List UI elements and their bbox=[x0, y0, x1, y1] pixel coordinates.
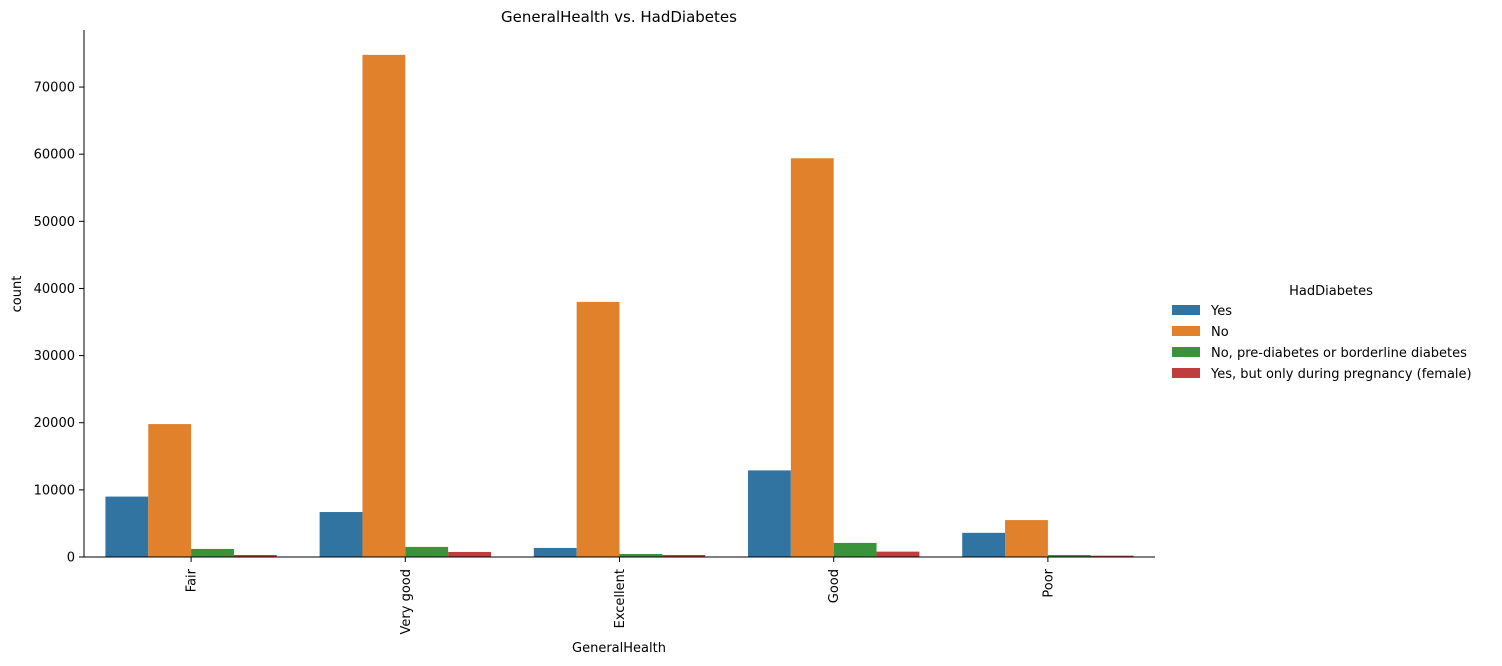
bars-layer bbox=[105, 54, 1134, 558]
bar-good-series-1 bbox=[790, 158, 834, 558]
bar-very-good-series-0 bbox=[319, 512, 363, 557]
bar-fair-series-0 bbox=[105, 496, 149, 557]
legend-swatch bbox=[1172, 305, 1200, 315]
y-tick-label: 10000 bbox=[34, 483, 75, 498]
bar-poor-series-0 bbox=[962, 532, 1006, 557]
bar-fair-series-2 bbox=[191, 548, 234, 557]
y-tick-label: 30000 bbox=[34, 349, 75, 364]
x-tick-label: Excellent bbox=[613, 569, 628, 628]
x-axis-title: GeneralHealth bbox=[572, 641, 666, 656]
x-tick-label: Fair bbox=[185, 568, 200, 592]
y-ticks: 0 10000 20000 30000 40000 50000 60000 70000 bbox=[34, 81, 84, 566]
x-tick-label: Good bbox=[827, 569, 842, 603]
legend: HadDiabetes Yes No No, pre-diabetes or bor… bbox=[1172, 284, 1472, 382]
y-tick-label: 20000 bbox=[34, 416, 75, 431]
x-ticks: Fair Very good Excellent Good Poor bbox=[185, 557, 1056, 634]
bar-excellent-series-2 bbox=[619, 553, 663, 557]
y-tick-label: 60000 bbox=[34, 148, 75, 163]
bar-fair-series-3 bbox=[233, 554, 277, 557]
y-tick-label: 0 bbox=[67, 551, 75, 566]
legend-items: Yes No No, pre-diabetes or borderline diab… bbox=[1172, 304, 1472, 382]
legend-label: No bbox=[1211, 325, 1229, 340]
bar-poor-series-3 bbox=[1090, 555, 1134, 557]
bar-very-good-series-3 bbox=[448, 551, 491, 557]
bar-excellent-series-0 bbox=[533, 547, 577, 557]
y-tick-label: 50000 bbox=[34, 215, 75, 230]
bar-poor-series-2 bbox=[1047, 554, 1091, 557]
legend-title: HadDiabetes bbox=[1289, 284, 1373, 299]
bar-good-series-0 bbox=[748, 470, 791, 557]
legend-label: Yes, but only during pregnancy (female) bbox=[1210, 367, 1472, 382]
bar-fair-series-1 bbox=[148, 424, 192, 557]
legend-label: Yes bbox=[1210, 304, 1232, 319]
legend-swatch bbox=[1172, 347, 1200, 357]
legend-swatch bbox=[1172, 326, 1200, 336]
bar-excellent-series-3 bbox=[662, 554, 706, 557]
bar-good-series-2 bbox=[833, 542, 877, 557]
bar-very-good-series-2 bbox=[405, 546, 449, 557]
y-axis-title: count bbox=[10, 276, 25, 313]
legend-label: No, pre-diabetes or borderline diabetes bbox=[1211, 346, 1467, 361]
legend-swatch bbox=[1172, 368, 1200, 378]
bar-poor-series-1 bbox=[1005, 520, 1048, 557]
bar-very-good-series-1 bbox=[362, 54, 406, 558]
y-tick-label: 70000 bbox=[34, 81, 75, 96]
x-tick-label: Poor bbox=[1041, 568, 1056, 597]
bar-excellent-series-1 bbox=[576, 301, 620, 557]
y-tick-label: 40000 bbox=[34, 282, 75, 297]
chart-title: GeneralHealth vs. HadDiabetes bbox=[501, 8, 737, 26]
x-tick-label: Very good bbox=[399, 569, 414, 634]
bar-good-series-3 bbox=[876, 551, 920, 557]
